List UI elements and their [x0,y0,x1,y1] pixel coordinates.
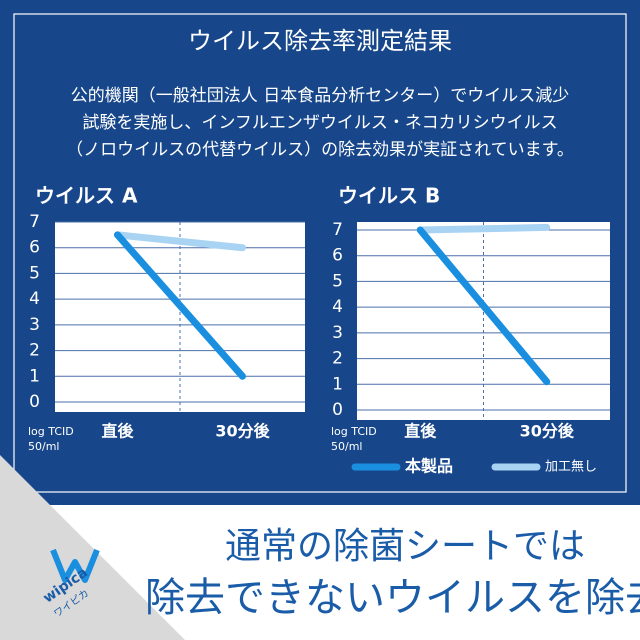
x-tick-label: 30分後 [215,422,270,441]
y-tick-label: 6 [29,238,40,258]
description: 試験を実施し、インフルエンザウイルス・ネコカリシウイルス [82,113,557,133]
title: ウイルス除去率測定結果 [188,27,452,55]
y-tick-label: 7 [29,212,40,232]
logo-bg [0,455,185,640]
series-line [114,231,246,380]
y-tick-label: 2 [29,341,40,361]
series-line [416,223,551,234]
y-axis-label: 50/ml [28,440,59,453]
y-tick-label: 6 [332,246,343,266]
x-tick-label: 直後 [101,422,134,441]
y-tick-label: 1 [29,366,40,386]
legend-label: 加工無し [545,460,597,475]
y-tick-label: 1 [332,374,343,394]
y-tick-label: 5 [332,271,343,291]
y-tick-label: 4 [29,289,40,309]
y-tick-label: 2 [332,349,343,369]
chart-title: ウイルス A [35,184,138,208]
plot-area [55,222,305,412]
description: （ノロウイルスの代替ウイルス）の除去効果が実証されています。 [66,140,574,160]
series-line [416,226,551,386]
y-tick-label: 0 [29,392,40,412]
chart-title: ウイルス B [338,184,440,208]
logo-mark [50,548,100,583]
legend-label: 本製品 [405,457,453,476]
y-tick-label: 3 [332,323,343,343]
y-tick-label: 0 [332,400,343,420]
tagline: 除去できないウイルスを除去 [145,575,640,621]
description: 公的機関（一般社団法人 日本食品分析センター）でウイルス減少 [71,86,569,106]
series-line [114,231,246,252]
y-tick-label: 3 [29,315,40,335]
y-axis-label: log TCID [28,425,74,438]
tagline: 通常の除菌シートでは [225,526,585,567]
y-axis-label: log TCID [331,425,377,438]
x-tick-label: 直後 [404,422,437,441]
frame [13,13,627,493]
x-tick-label: 30分後 [520,422,575,441]
y-tick-label: 4 [332,297,343,317]
y-tick-label: 5 [29,263,40,283]
y-axis-label: 50/ml [331,440,362,453]
y-tick-label: 7 [332,220,343,240]
